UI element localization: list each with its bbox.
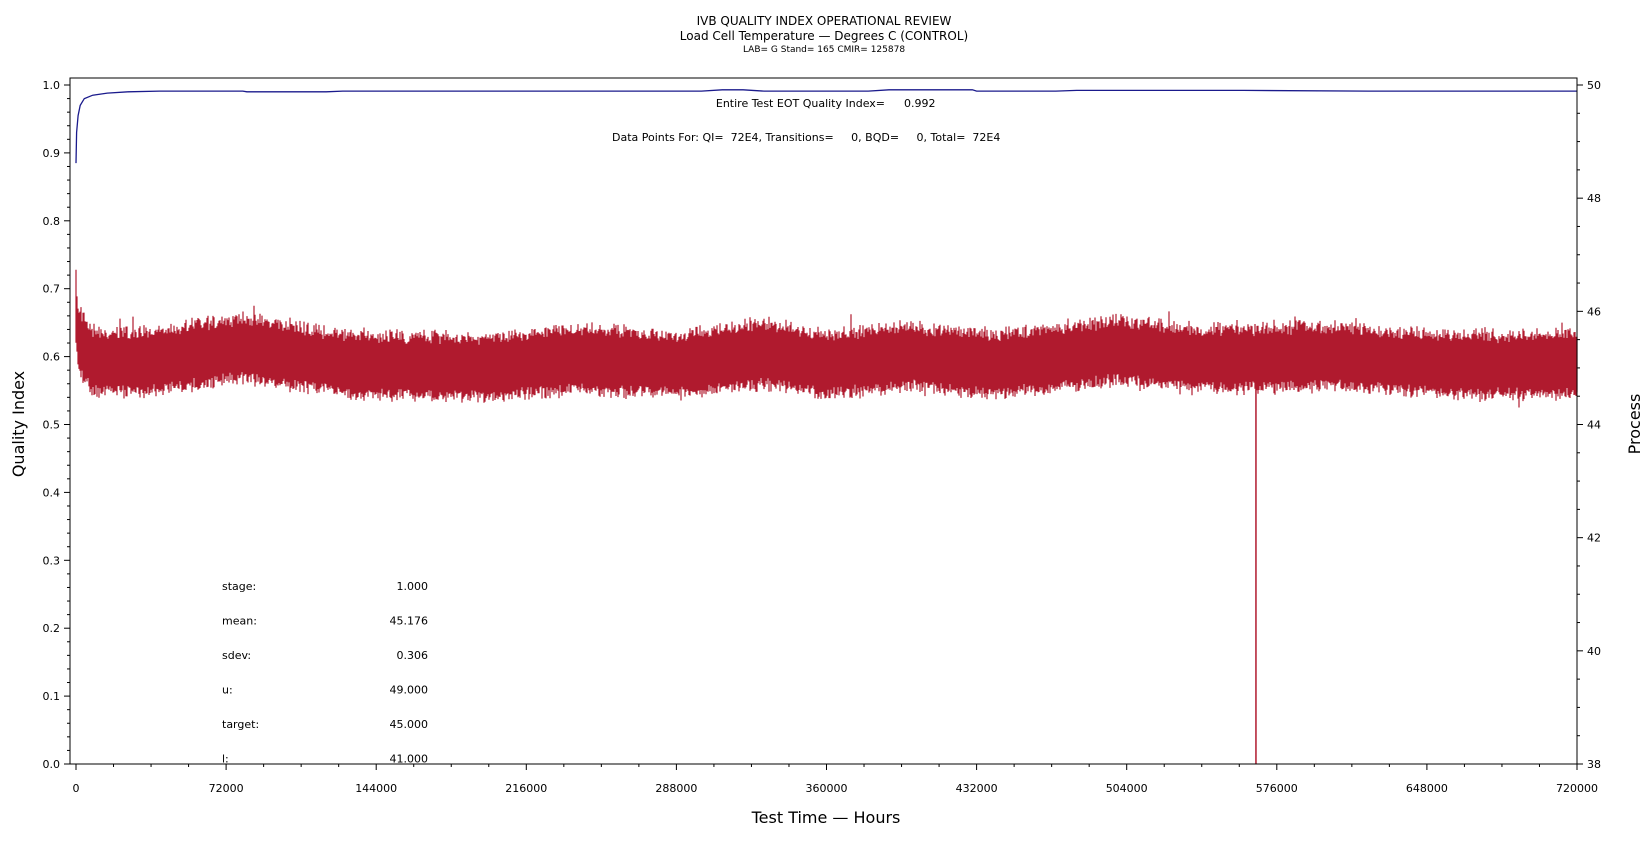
chart-subtitle-small: LAB= G Stand= 165 CMIR= 125878: [743, 45, 905, 55]
stat-value: 41.000: [390, 753, 429, 766]
y2-tick-label: 48: [1587, 192, 1601, 205]
plot-frame: [69, 77, 1578, 765]
qi-label: Entire Test EOT Quality Index=: [716, 97, 885, 110]
x-tick-label: 648000: [1406, 782, 1448, 795]
y-axis-label: Quality Index: [9, 371, 28, 477]
x-axis-label: Test Time — Hours: [751, 808, 901, 827]
y2-tick-label: 42: [1587, 532, 1601, 545]
y2-tick-label: 44: [1587, 419, 1601, 432]
series-lines: [75, 89, 1577, 164]
stats-block: stage: 1.000 mean: 45.176 sdev: 0.306 u: 49.000…: [222, 580, 428, 766]
x-tick-label: 288000: [655, 782, 697, 795]
data-points-line: Data Points For: QI= 72E4, Transitions= …: [612, 131, 1000, 144]
x-tick-label: 72000: [209, 782, 244, 795]
y-tick-label: 1.0: [43, 79, 61, 92]
stat-label: u:: [222, 684, 233, 697]
y-tick-label: 0.3: [43, 554, 61, 567]
stat-value: 45.000: [390, 718, 429, 731]
axes: 0 72000 144000 216000 288000 360000 432000 5040…: [43, 79, 1602, 795]
stat-label: mean:: [222, 615, 257, 628]
x-tick-label: 576000: [1256, 782, 1298, 795]
stat-label: sdev:: [222, 649, 251, 662]
stat-value: 45.176: [390, 615, 429, 628]
x-tick-label: 504000: [1106, 782, 1148, 795]
y2-tick-label: 38: [1587, 758, 1601, 771]
stat-label: l:: [222, 753, 229, 766]
stat-label: target:: [222, 718, 259, 731]
chart-subtitle: Load Cell Temperature — Degrees C (CONTR…: [680, 29, 968, 43]
y-tick-label: 0.2: [43, 622, 61, 635]
y-tick-label: 0.5: [43, 419, 61, 432]
chart-title: IVB QUALITY INDEX OPERATIONAL REVIEW: [697, 14, 952, 28]
quality-index-series: [75, 89, 1577, 164]
y2-axis-label: Process: [1625, 394, 1644, 455]
stat-value: 49.000: [390, 684, 429, 697]
process-series: [75, 269, 1578, 408]
y-tick-label: 0.1: [43, 690, 61, 703]
y2-tick-label: 46: [1587, 305, 1601, 318]
y-tick-label: 0.9: [43, 147, 61, 160]
y-tick-label: 0.0: [43, 758, 61, 771]
x-tick-label: 144000: [355, 782, 397, 795]
stat-value: 0.306: [397, 649, 429, 662]
x-tick-label: 0: [73, 782, 80, 795]
x-tick-label: 216000: [505, 782, 547, 795]
y-tick-label: 0.8: [43, 215, 61, 228]
stat-value: 1.000: [397, 580, 429, 593]
process-band: [75, 269, 1578, 764]
stat-label: stage:: [222, 580, 256, 593]
y2-tick-label: 40: [1587, 645, 1601, 658]
qi-value: 0.992: [904, 97, 936, 110]
y-tick-label: 0.7: [43, 283, 61, 296]
x-tick-label: 720000: [1556, 782, 1598, 795]
x-tick-label: 360000: [806, 782, 848, 795]
y-tick-label: 0.6: [43, 351, 61, 364]
y-tick-label: 0.4: [43, 486, 61, 499]
y2-tick-label: 50: [1587, 79, 1601, 92]
x-tick-label: 432000: [956, 782, 998, 795]
